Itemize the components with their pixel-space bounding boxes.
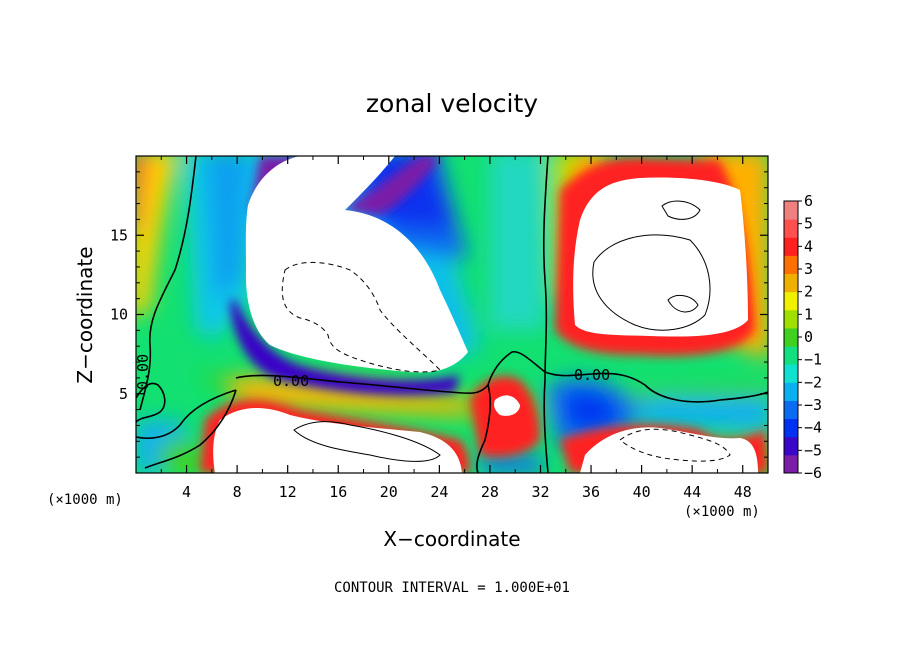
colorbar-tick-label: 2: [804, 283, 813, 301]
contour-label: 0.00: [273, 372, 309, 390]
y-axis-unit: (×1000 m): [47, 492, 123, 508]
colorbar-tick-label: −2: [804, 373, 822, 391]
contour-label: 0.00: [574, 366, 610, 384]
x-axis-unit: (×1000 m): [684, 504, 760, 520]
colorbar-swatch: [784, 400, 798, 420]
y-tick-label: 5: [119, 385, 128, 403]
colorbar-tick-label: 1: [804, 305, 813, 323]
x-tick-label: 28: [481, 483, 499, 501]
colorbar-swatch: [784, 309, 798, 329]
colorbar-swatch: [784, 201, 798, 220]
colorbar-tick-label: −6: [804, 464, 822, 482]
colorbar-tick-label: −5: [804, 441, 822, 459]
colorbar: 6 5 4 3 2 1 0 −1 −2 −3 −4 −5 −6: [783, 192, 822, 482]
colorbar-tick-label: −4: [804, 419, 822, 437]
contour-interval-note: CONTOUR INTERVAL = 1.000E+01: [334, 580, 570, 596]
y-axis-label: Z−coordinate: [73, 246, 97, 383]
x-tick-label: 4: [182, 483, 191, 501]
velocity-field: [136, 156, 768, 473]
colorbar-tick-label: 5: [804, 215, 813, 233]
contour-label: 0.00: [134, 354, 152, 390]
colorbar-tick-label: 0: [804, 328, 813, 346]
colorbar-swatch: [784, 436, 798, 456]
colorbar-tick-label: 3: [804, 260, 813, 278]
colorbar-tick-label: −3: [804, 396, 822, 414]
colorbar-tick-label: 4: [804, 237, 813, 255]
colorbar-swatch: [784, 346, 798, 365]
x-axis-ticks: 4 8 12 16 20 24 28 32 36 40 44 48: [160, 156, 752, 501]
x-axis-label: X−coordinate: [383, 527, 520, 551]
colorbar-swatch: [784, 273, 798, 293]
colorbar-swatch: [784, 255, 798, 275]
x-tick-label: 32: [531, 483, 549, 501]
x-tick-label: 48: [734, 483, 752, 501]
x-tick-label: 8: [233, 483, 242, 501]
colorbar-swatch: [784, 364, 798, 383]
colorbar-swatch: [784, 454, 798, 474]
x-tick-label: 40: [633, 483, 651, 501]
x-tick-label: 12: [279, 483, 297, 501]
x-tick-label: 44: [683, 483, 701, 501]
x-tick-label: 20: [380, 483, 398, 501]
colorbar-swatch: [784, 219, 798, 238]
x-tick-label: 24: [430, 483, 448, 501]
x-tick-label: 36: [582, 483, 600, 501]
y-tick-label: 15: [110, 226, 128, 244]
colorbar-swatch: [784, 418, 798, 438]
x-tick-label: 16: [329, 483, 347, 501]
colorbar-swatch: [784, 291, 798, 311]
colorbar-swatch: [784, 237, 798, 256]
colorbar-swatch: [784, 327, 798, 347]
chart-title: zonal velocity: [366, 89, 538, 118]
y-axis-ticks: 5 10 15: [110, 171, 768, 458]
y-tick-label: 10: [110, 306, 128, 324]
colorbar-tick-label: 6: [804, 192, 813, 210]
colorbar-swatch: [784, 382, 798, 401]
colorbar-tick-label: −1: [804, 351, 822, 369]
